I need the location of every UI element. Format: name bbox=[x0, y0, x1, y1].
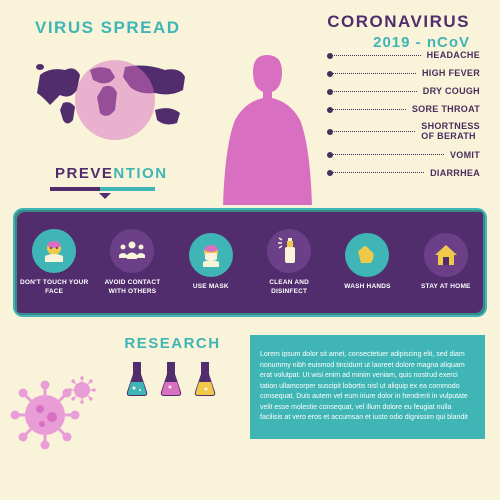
prevention-label: DON'T TOUCH YOUR FACE bbox=[19, 279, 89, 296]
prevention-item: WASH HANDS bbox=[332, 233, 402, 291]
title-line2: 2019 - nCoV bbox=[327, 34, 470, 51]
mask-icon bbox=[189, 233, 233, 277]
title-line1: CORONAVIRUS bbox=[327, 12, 470, 32]
prevention-label: STAY AT HOME bbox=[421, 283, 471, 291]
symptom-row: DIARRHEA bbox=[330, 168, 480, 178]
symptom-row: SHORTNESSOF BERATH bbox=[330, 122, 480, 142]
body-silhouette bbox=[220, 50, 315, 205]
symptom-label: HEADACHE bbox=[427, 50, 480, 60]
symptom-row: HIGH FEVER bbox=[330, 68, 480, 78]
symptom-label: SHORTNESSOF BERATH bbox=[421, 122, 480, 142]
prevention-label: CLEAN AND DISINFECT bbox=[254, 279, 324, 296]
symptom-label: HIGH FEVER bbox=[422, 68, 480, 78]
symptom-row: DRY COUGH bbox=[330, 86, 480, 96]
prevention-panel: DON'T TOUCH YOUR FACE AVOID CONTACT WITH … bbox=[15, 210, 485, 315]
home-icon bbox=[424, 233, 468, 277]
prevention-item: CLEAN AND DISINFECT bbox=[254, 229, 324, 296]
virus-spread-title: VIRUS SPREAD bbox=[35, 18, 181, 38]
wash-icon bbox=[345, 233, 389, 277]
prevention-label: USE MASK bbox=[193, 283, 229, 291]
symptom-label: DIARRHEA bbox=[430, 168, 480, 178]
symptoms-list: HEADACHE HIGH FEVER DRY COUGH SORE THROAT SH… bbox=[330, 50, 480, 186]
prevention-item: AVOID CONTACT WITH OTHERS bbox=[97, 229, 167, 296]
prevention-label: AVOID CONTACT WITH OTHERS bbox=[97, 279, 167, 296]
symptom-row: VOMIT bbox=[330, 150, 480, 160]
main-title: CORONAVIRUS 2019 - nCoV bbox=[327, 12, 470, 51]
symptom-label: SORE THROAT bbox=[412, 104, 480, 114]
prevention-underline bbox=[50, 187, 160, 197]
symptom-label: DRY COUGH bbox=[423, 86, 480, 96]
world-map bbox=[25, 55, 205, 145]
prevention-title: PREVENTION bbox=[55, 165, 168, 182]
symptom-row: SORE THROAT bbox=[330, 104, 480, 114]
prevention-item: STAY AT HOME bbox=[411, 233, 481, 291]
research-title: RESEARCH bbox=[55, 335, 290, 352]
face-icon bbox=[32, 229, 76, 273]
symptom-label: VOMIT bbox=[450, 150, 480, 160]
prevention-item: USE MASK bbox=[176, 233, 246, 291]
prevention-item: DON'T TOUCH YOUR FACE bbox=[19, 229, 89, 296]
prevention-label: WASH HANDS bbox=[344, 283, 390, 291]
symptom-row: HEADACHE bbox=[330, 50, 480, 60]
virus-icon bbox=[10, 370, 100, 465]
spray-icon bbox=[267, 229, 311, 273]
people-icon bbox=[110, 229, 154, 273]
